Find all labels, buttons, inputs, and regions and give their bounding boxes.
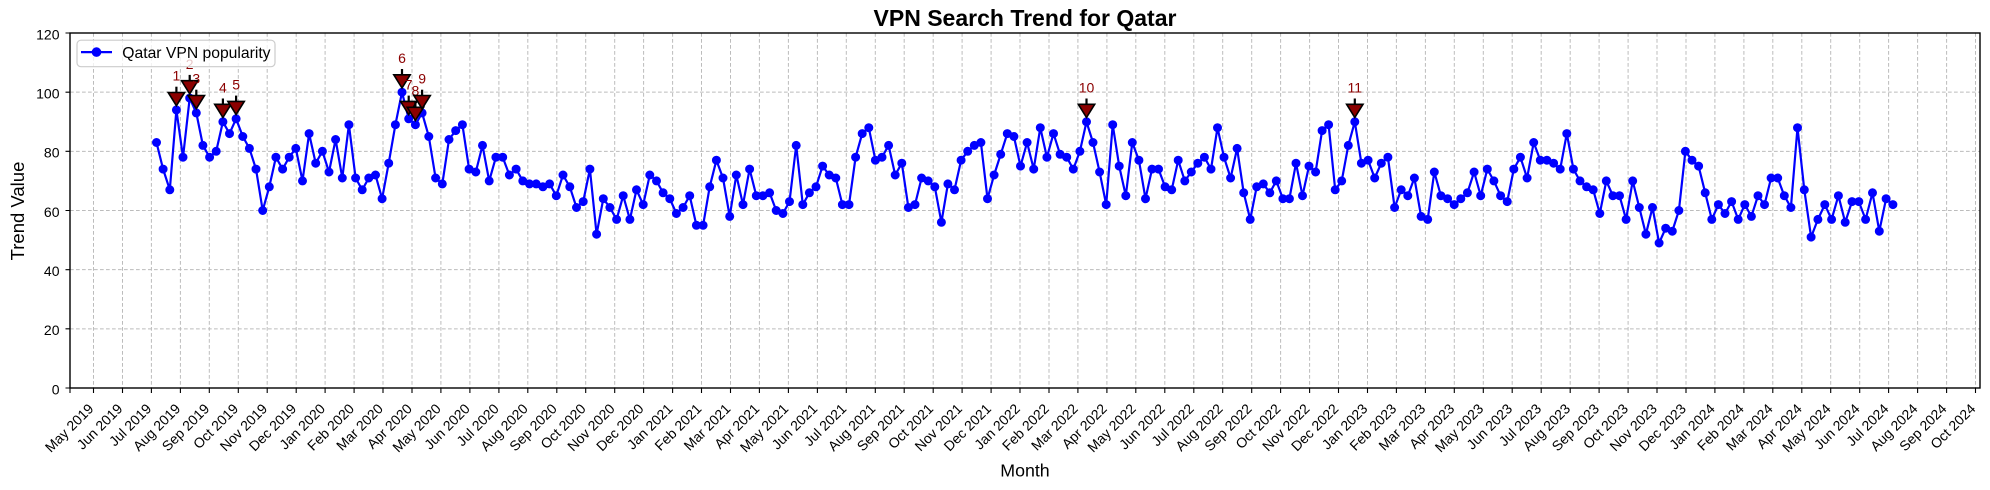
svg-text:Qatar VPN popularity: Qatar VPN popularity bbox=[122, 45, 270, 62]
svg-text:Month: Month bbox=[1000, 460, 1049, 480]
svg-text:40: 40 bbox=[44, 263, 60, 279]
svg-text:0: 0 bbox=[52, 381, 60, 397]
svg-text:4: 4 bbox=[219, 80, 227, 96]
svg-text:10: 10 bbox=[1079, 80, 1095, 96]
svg-text:7: 7 bbox=[405, 77, 413, 93]
svg-text:60: 60 bbox=[44, 204, 60, 220]
svg-text:Trend Value: Trend Value bbox=[7, 162, 28, 261]
svg-text:8: 8 bbox=[412, 82, 420, 98]
svg-text:100: 100 bbox=[36, 86, 60, 102]
svg-text:11: 11 bbox=[1348, 80, 1363, 96]
svg-text:5: 5 bbox=[232, 77, 240, 93]
svg-text:9: 9 bbox=[418, 71, 426, 87]
svg-text:VPN Search Trend for Qatar: VPN Search Trend for Qatar bbox=[874, 5, 1177, 31]
svg-text:80: 80 bbox=[44, 145, 60, 161]
svg-text:1: 1 bbox=[173, 68, 181, 84]
svg-text:6: 6 bbox=[398, 50, 406, 66]
svg-text:120: 120 bbox=[36, 26, 60, 42]
svg-text:3: 3 bbox=[192, 71, 200, 87]
svg-text:20: 20 bbox=[44, 322, 60, 338]
